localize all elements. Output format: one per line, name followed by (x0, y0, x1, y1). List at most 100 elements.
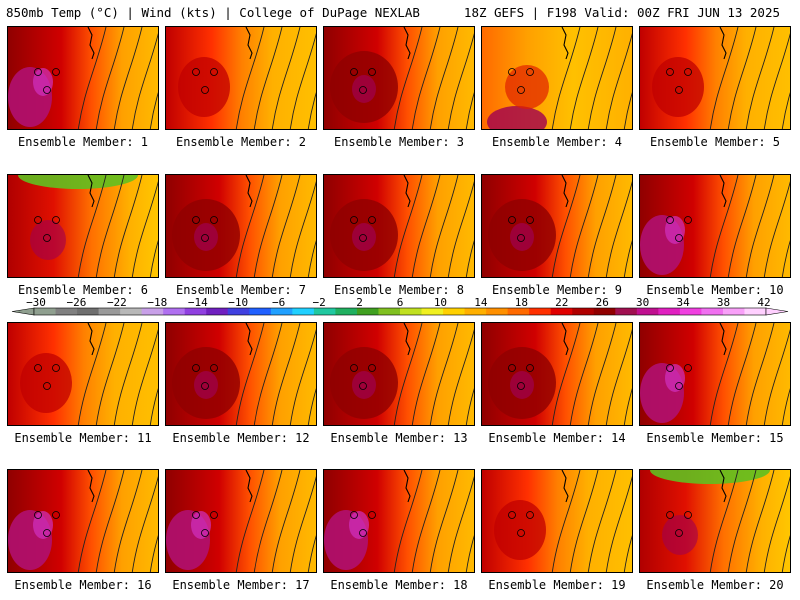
scale-swatch (378, 308, 401, 315)
ensemble-member-label: Ensemble Member: 10 (646, 283, 784, 297)
temperature-map (482, 175, 632, 277)
scale-swatch (722, 308, 745, 315)
scale-tick-label: 38 (716, 296, 731, 309)
ensemble-member-map (165, 174, 317, 278)
scale-tick-label: 2 (356, 296, 363, 309)
ensemble-member-label: Ensemble Member: 5 (649, 135, 781, 149)
ensemble-member-label: Ensemble Member: 3 (333, 135, 465, 149)
ensemble-member-label: Ensemble Member: 7 (175, 283, 307, 297)
scale-tick-label: −26 (66, 296, 87, 309)
scale-tick-label: −18 (147, 296, 168, 309)
ensemble-member-label: Ensemble Member: 11 (14, 431, 152, 445)
scale-swatch (421, 308, 444, 315)
temperature-map (640, 470, 790, 572)
temperature-map (640, 323, 790, 425)
ensemble-member-label: Ensemble Member: 9 (491, 283, 623, 297)
ensemble-member-map (323, 469, 475, 573)
scale-swatch (550, 308, 573, 315)
ensemble-member-label: Ensemble Member: 2 (175, 135, 307, 149)
temperature-map (640, 175, 790, 277)
temperature-map (324, 175, 474, 277)
scale-swatch (679, 308, 702, 315)
ensemble-member-label: Ensemble Member: 16 (14, 578, 152, 592)
scale-tick-label: −30 (26, 296, 46, 309)
scale-swatch (227, 308, 250, 315)
scale-tick-label: −14 (187, 296, 208, 309)
temperature-map (324, 27, 474, 129)
ensemble-member-map (639, 174, 791, 278)
scale-swatch (593, 308, 616, 315)
scale-swatch (615, 308, 638, 315)
scale-swatch (335, 308, 358, 315)
temperature-map (166, 175, 316, 277)
scale-swatch (77, 308, 99, 315)
scale-tick-label: 10 (433, 296, 448, 309)
temperature-map (640, 27, 790, 129)
scale-swatch (443, 308, 465, 315)
ensemble-member-map (7, 26, 159, 130)
scale-swatch (34, 308, 56, 315)
scale-tick-label: −2 (312, 296, 326, 309)
temperature-map (482, 470, 632, 572)
map-title: 850mb Temp (°C) | Wind (kts) | College o… (6, 5, 420, 20)
scale-swatch (658, 308, 681, 315)
ensemble-member-map (165, 26, 317, 130)
scale-tick-label: −10 (228, 296, 249, 309)
temperature-map (166, 27, 316, 129)
ensemble-member-label: Ensemble Member: 15 (646, 431, 784, 445)
scale-swatch (249, 308, 272, 315)
scale-swatch (292, 308, 315, 315)
scale-tick-label: −22 (106, 296, 127, 309)
temperature-map (8, 470, 158, 572)
ensemble-member-label: Ensemble Member: 14 (488, 431, 626, 445)
temperature-map (8, 27, 158, 129)
scale-swatch (55, 308, 78, 315)
scale-tick-label: −6 (272, 296, 286, 309)
ensemble-member-map (7, 322, 159, 426)
scale-swatch (184, 308, 207, 315)
scale-tick-label: 14 (474, 296, 488, 309)
temperature-map (482, 323, 632, 425)
temperature-map (324, 323, 474, 425)
ensemble-member-map (7, 469, 159, 573)
ensemble-member-map (481, 26, 633, 130)
scale-tick-label: 34 (676, 296, 690, 309)
ensemble-member-map (481, 322, 633, 426)
scale-swatch (356, 308, 379, 315)
ensemble-member-label: Ensemble Member: 19 (488, 578, 626, 592)
ensemble-member-label: Ensemble Member: 8 (333, 283, 465, 297)
scale-tick-label: 26 (595, 296, 609, 309)
scale-swatch (744, 308, 767, 315)
ensemble-member-map (639, 26, 791, 130)
scale-swatch (141, 308, 164, 315)
scale-swatch (206, 308, 229, 315)
scale-tick-label: 6 (396, 296, 404, 309)
scale-tick-label: 30 (636, 296, 650, 309)
scale-swatch (636, 308, 659, 315)
ensemble-member-map (323, 174, 475, 278)
ensemble-member-map (7, 174, 159, 278)
temperature-map (166, 323, 316, 425)
temperature-map (482, 27, 632, 129)
scale-swatch (529, 308, 552, 315)
scale-tick-label: 22 (555, 296, 569, 309)
ensemble-member-label: Ensemble Member: 1 (17, 135, 149, 149)
ensemble-member-label: Ensemble Member: 17 (172, 578, 310, 592)
temperature-map (8, 175, 158, 277)
ensemble-member-map (165, 322, 317, 426)
ensemble-member-label: Ensemble Member: 6 (17, 283, 149, 297)
scale-swatch (163, 308, 186, 315)
ensemble-member-label: Ensemble Member: 18 (330, 578, 468, 592)
ensemble-member-map (481, 469, 633, 573)
scale-swatch (98, 308, 121, 315)
ensemble-member-label: Ensemble Member: 13 (330, 431, 468, 445)
scale-swatch (486, 308, 509, 315)
temperature-map (324, 470, 474, 572)
scale-swatch (270, 308, 293, 315)
scale-swatch (464, 308, 487, 315)
scale-arrow-left (11, 307, 35, 316)
ensemble-member-label: Ensemble Member: 12 (172, 431, 310, 445)
temperature-map (166, 470, 316, 572)
ensemble-member-map (323, 322, 475, 426)
